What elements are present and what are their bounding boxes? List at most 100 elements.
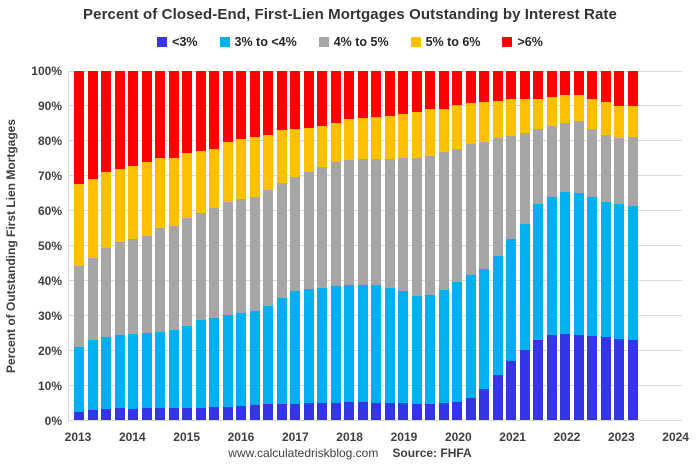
bar-segment: [384, 288, 395, 403]
bar-segment: [182, 326, 192, 408]
bar-2018-q4: [384, 71, 395, 420]
bar-segment: [344, 402, 354, 420]
bar-segment: [587, 99, 597, 129]
bar-segment: [74, 346, 84, 412]
bar-2014-q1: [128, 71, 138, 420]
bar-segment: [249, 196, 260, 312]
bar-segment: [330, 71, 341, 124]
bar-segment: [317, 288, 327, 403]
bar-segment: [465, 71, 476, 104]
bar-segment: [519, 71, 530, 99]
bar-segment: [195, 407, 206, 420]
bar-segment: [479, 102, 489, 142]
bars-group: [74, 71, 638, 420]
bar-segment: [344, 119, 354, 161]
website-text: www.calculatedriskblog.com: [228, 446, 379, 460]
bar-segment: [263, 71, 273, 135]
bar-segment: [128, 71, 138, 166]
legend-item: 5% to 6%: [410, 35, 480, 49]
source-text: Source: FHFA: [392, 446, 472, 460]
bar-segment: [330, 286, 341, 403]
bar-segment: [560, 333, 570, 420]
y-tick-label: 60%: [37, 204, 62, 218]
bar-segment: [114, 408, 125, 420]
bar-segment: [222, 315, 233, 407]
bar-segment: [573, 193, 584, 336]
bar-segment: [371, 159, 381, 286]
bar-segment: [479, 389, 489, 420]
bar-segment: [357, 117, 368, 160]
bar-segment: [290, 176, 300, 291]
bar-2021-q2: [519, 71, 530, 420]
bar-segment: [371, 402, 381, 420]
bar-2021-q3: [533, 71, 543, 420]
bar-segment: [425, 294, 435, 404]
bar-segment: [398, 402, 408, 420]
x-tick-label-2024: 2024: [662, 430, 689, 444]
bar-segment: [290, 128, 300, 177]
bar-segment: [317, 71, 327, 126]
y-tick-label: 0%: [44, 414, 62, 428]
bar-segment: [546, 96, 557, 126]
bar-segment: [236, 71, 246, 140]
bar-segment: [452, 282, 462, 402]
bar-segment: [101, 408, 111, 420]
bar-segment: [222, 71, 233, 142]
bar-segment: [114, 335, 125, 409]
bar-segment: [74, 266, 84, 347]
bar-2020-q1: [452, 71, 462, 420]
bar-segment: [587, 128, 597, 197]
bar-segment: [546, 335, 557, 420]
bar-segment: [560, 123, 570, 192]
bar-segment: [303, 289, 314, 403]
bar-segment: [384, 71, 395, 117]
legend-item: 4% to 5%: [318, 35, 389, 49]
bar-segment: [506, 239, 516, 361]
bar-segment: [141, 236, 152, 333]
x-tick-label-2021: 2021: [499, 430, 526, 444]
bar-segment: [222, 141, 233, 202]
bar-segment: [465, 144, 476, 275]
bar-segment: [87, 409, 98, 420]
bar-segment: [141, 71, 152, 162]
bar-segment: [438, 152, 449, 290]
bar-segment: [263, 404, 273, 420]
bar-segment: [519, 350, 530, 420]
bar-segment: [236, 312, 246, 407]
bar-segment: [425, 403, 435, 420]
bar-segment: [344, 285, 354, 403]
legend-item: <3%: [157, 35, 198, 49]
bar-segment: [438, 108, 449, 153]
bar-segment: [101, 172, 111, 249]
legend-label: 3% to <4%: [234, 35, 297, 49]
bar-segment: [209, 71, 219, 150]
bar-segment: [425, 109, 435, 157]
bar-segment: [263, 306, 273, 405]
bar-segment: [452, 105, 462, 150]
bar-segment: [195, 213, 206, 320]
bar-2013-q4: [114, 71, 125, 420]
bar-2015-q3: [209, 71, 219, 420]
bar-segment: [182, 407, 192, 420]
bar-segment: [479, 141, 489, 269]
bar-segment: [573, 121, 584, 194]
bar-segment: [519, 132, 530, 225]
bar-segment: [438, 402, 449, 420]
bar-segment: [614, 338, 624, 420]
bar-2016-q3: [263, 71, 273, 420]
bar-segment: [168, 157, 179, 226]
bar-segment: [627, 105, 638, 138]
chart-title: Percent of Closed-End, First-Lien Mortga…: [83, 6, 617, 23]
bar-segment: [249, 71, 260, 137]
bar-segment: [74, 71, 84, 185]
plot-area: [68, 70, 682, 421]
legend-swatch-icon: [410, 37, 421, 47]
bar-segment: [101, 337, 111, 409]
bar-segment: [492, 256, 503, 376]
x-tick-label-2015: 2015: [173, 430, 201, 444]
gridline-0: [69, 419, 682, 421]
bar-2023-q2: [627, 71, 638, 420]
bar-2018-q3: [371, 71, 381, 420]
bar-segment: [384, 402, 395, 420]
